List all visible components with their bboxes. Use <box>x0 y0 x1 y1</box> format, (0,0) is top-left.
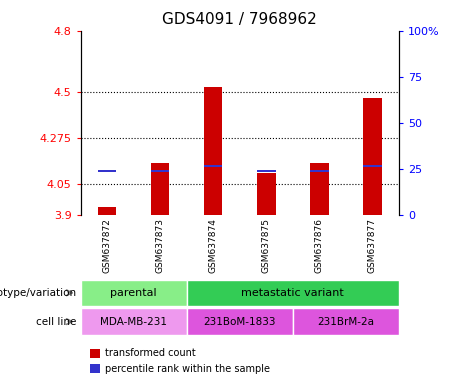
Bar <box>363 98 382 215</box>
Text: parental: parental <box>110 288 157 298</box>
Text: percentile rank within the sample: percentile rank within the sample <box>105 364 270 374</box>
Text: GSM637875: GSM637875 <box>262 218 271 273</box>
Bar <box>257 173 276 215</box>
Text: GSM637877: GSM637877 <box>368 218 377 273</box>
Bar <box>151 163 170 215</box>
Text: GSM637874: GSM637874 <box>209 218 218 273</box>
Bar <box>257 170 276 172</box>
Text: transformed count: transformed count <box>105 348 195 358</box>
Bar <box>81 280 187 306</box>
Text: genotype/variation: genotype/variation <box>0 288 76 298</box>
Bar <box>204 166 223 167</box>
Text: 231BoM-1833: 231BoM-1833 <box>203 316 276 327</box>
Bar <box>204 87 223 215</box>
Title: GDS4091 / 7968962: GDS4091 / 7968962 <box>162 12 317 27</box>
Text: GSM637872: GSM637872 <box>103 218 112 273</box>
Bar <box>187 308 293 335</box>
Bar <box>187 280 399 306</box>
Text: MDA-MB-231: MDA-MB-231 <box>100 316 167 327</box>
Bar <box>81 308 187 335</box>
Text: metastatic variant: metastatic variant <box>242 288 344 298</box>
Text: GSM637876: GSM637876 <box>315 218 324 273</box>
Bar <box>310 170 329 172</box>
Text: cell line: cell line <box>35 316 76 327</box>
Bar <box>151 170 170 172</box>
Text: GSM637873: GSM637873 <box>156 218 165 273</box>
Bar <box>98 207 117 215</box>
Bar <box>363 166 382 167</box>
Bar <box>310 163 329 215</box>
Bar <box>293 308 399 335</box>
Text: 231BrM-2a: 231BrM-2a <box>317 316 374 327</box>
Bar <box>98 170 117 172</box>
